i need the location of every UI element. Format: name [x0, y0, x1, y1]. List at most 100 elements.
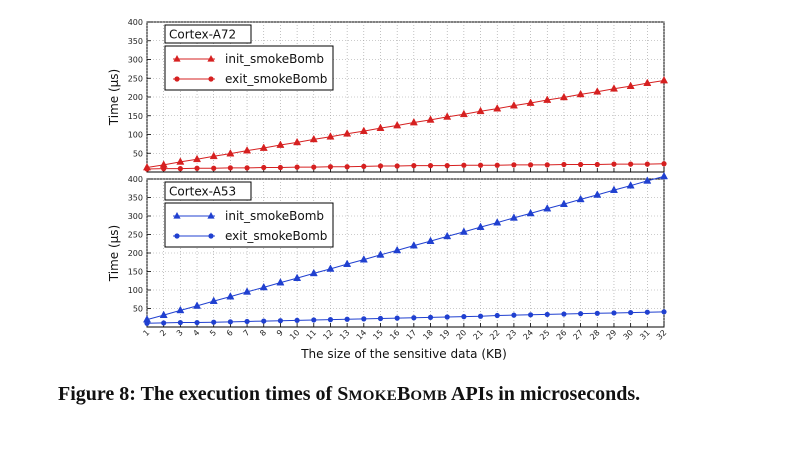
series-line-exit_smokeBomb — [146, 163, 665, 170]
data-point-init_smokeBomb — [559, 92, 568, 101]
data-point-init_smokeBomb — [226, 292, 235, 300]
x-tick-label: 9 — [275, 328, 285, 338]
data-point-exit_smokeBomb — [561, 161, 567, 168]
panel-title-box — [164, 24, 252, 44]
y-tick-label: 300 — [128, 212, 143, 221]
y-tick-label: 250 — [128, 74, 143, 83]
x-tick-label: 6 — [225, 328, 235, 338]
legend-box — [164, 45, 334, 91]
data-point-exit_smokeBomb — [244, 165, 250, 171]
data-point-exit_smokeBomb — [644, 309, 650, 315]
data-point-exit_smokeBomb — [277, 318, 284, 324]
data-point-init_smokeBomb — [376, 123, 385, 131]
data-point-init_smokeBomb — [226, 149, 235, 157]
data-point-exit_smokeBomb — [594, 310, 600, 316]
legend-label: init_smokeBomb — [225, 52, 324, 66]
caption-name-cap2: B — [397, 383, 411, 405]
x-tick-label: 8 — [258, 328, 268, 338]
data-point-exit_smokeBomb — [511, 312, 517, 318]
data-point-init_smokeBomb — [526, 98, 535, 106]
legend-marker — [174, 76, 180, 82]
data-point-init_smokeBomb — [359, 126, 368, 134]
data-point-init_smokeBomb — [609, 185, 618, 193]
data-point-init_smokeBomb — [559, 199, 568, 208]
data-point-init_smokeBomb — [309, 134, 318, 143]
x-tick-label: 26 — [555, 328, 569, 342]
data-point-exit_smokeBomb — [544, 311, 550, 318]
data-point-exit_smokeBomb — [494, 162, 500, 168]
x-tick-label: 25 — [538, 328, 552, 342]
x-tick-label: 1 — [141, 328, 151, 338]
x-tick-label: 21 — [471, 328, 485, 342]
data-point-exit_smokeBomb — [611, 161, 617, 167]
legend-label: init_smokeBomb — [225, 209, 324, 223]
data-point-init_smokeBomb — [409, 117, 418, 126]
legend-marker — [174, 233, 180, 239]
data-point-exit_smokeBomb — [294, 164, 300, 170]
data-point-init_smokeBomb — [493, 104, 502, 112]
data-point-exit_smokeBomb — [644, 161, 650, 167]
x-tick-label: 31 — [638, 328, 652, 342]
data-point-init_smokeBomb — [443, 112, 452, 120]
data-point-init_smokeBomb — [209, 296, 218, 304]
y-tick-label: 200 — [128, 93, 143, 102]
x-tick-label: 22 — [488, 328, 502, 342]
data-point-exit_smokeBomb — [194, 165, 200, 171]
x-tick-label: 30 — [621, 328, 635, 342]
y-axis-label-bottom: Time (μs) — [107, 225, 121, 282]
x-tick-label: 11 — [305, 328, 319, 342]
data-point-init_smokeBomb — [509, 213, 518, 221]
data-point-exit_smokeBomb — [194, 319, 200, 326]
data-point-init_smokeBomb — [576, 194, 585, 203]
data-point-exit_smokeBomb — [461, 162, 467, 168]
data-point-init_smokeBomb — [209, 151, 218, 160]
data-point-init_smokeBomb — [576, 89, 585, 98]
legend-marker — [208, 76, 214, 82]
data-point-init_smokeBomb — [426, 236, 435, 245]
data-point-exit_smokeBomb — [511, 162, 517, 168]
data-point-exit_smokeBomb — [494, 312, 500, 319]
data-point-exit_smokeBomb — [628, 309, 634, 316]
data-point-init_smokeBomb — [193, 301, 202, 309]
data-point-exit_smokeBomb — [427, 314, 434, 320]
panel-title: Cortex-A53 — [169, 185, 236, 199]
data-point-init_smokeBomb — [643, 78, 652, 86]
data-point-init_smokeBomb — [326, 264, 335, 272]
data-point-exit_smokeBomb — [661, 309, 667, 315]
data-point-init_smokeBomb — [509, 101, 518, 109]
y-tick-label: 300 — [128, 56, 143, 65]
data-point-init_smokeBomb — [293, 137, 302, 146]
y-tick-label: 150 — [128, 268, 143, 277]
data-point-exit_smokeBomb — [527, 312, 534, 318]
data-point-exit_smokeBomb — [594, 161, 600, 168]
data-point-init_smokeBomb — [309, 268, 318, 277]
data-point-exit_smokeBomb — [311, 164, 317, 170]
data-point-init_smokeBomb — [426, 115, 435, 123]
data-point-exit_smokeBomb — [261, 164, 267, 171]
figure-caption: Figure 8: The execution times of SMOKEBO… — [58, 380, 758, 411]
data-point-exit_smokeBomb — [327, 317, 334, 323]
legend-marker — [207, 55, 215, 62]
x-tick-label: 4 — [191, 328, 201, 338]
x-tick-label: 13 — [338, 328, 352, 342]
data-point-init_smokeBomb — [159, 310, 168, 319]
legend-box — [164, 202, 334, 248]
x-tick-label: 3 — [175, 328, 185, 338]
legend-marker — [173, 212, 181, 219]
data-point-init_smokeBomb — [176, 305, 185, 314]
y-axis-label-top: Time (μs) — [107, 69, 121, 126]
x-tick-label: 12 — [321, 328, 335, 342]
panel-title-box — [164, 181, 252, 201]
x-tick-label: 7 — [242, 328, 252, 338]
data-point-init_smokeBomb — [543, 204, 552, 212]
x-axis-label: The size of the sensitive data (KB) — [300, 347, 507, 361]
data-point-exit_smokeBomb — [227, 319, 233, 325]
y-tick-label: 100 — [128, 286, 143, 295]
data-point-exit_smokeBomb — [477, 313, 484, 319]
data-point-init_smokeBomb — [609, 84, 618, 92]
data-point-exit_smokeBomb — [161, 320, 167, 326]
data-point-exit_smokeBomb — [294, 317, 300, 323]
data-point-init_smokeBomb — [393, 120, 402, 129]
data-point-init_smokeBomb — [459, 227, 468, 235]
data-point-init_smokeBomb — [626, 181, 635, 189]
